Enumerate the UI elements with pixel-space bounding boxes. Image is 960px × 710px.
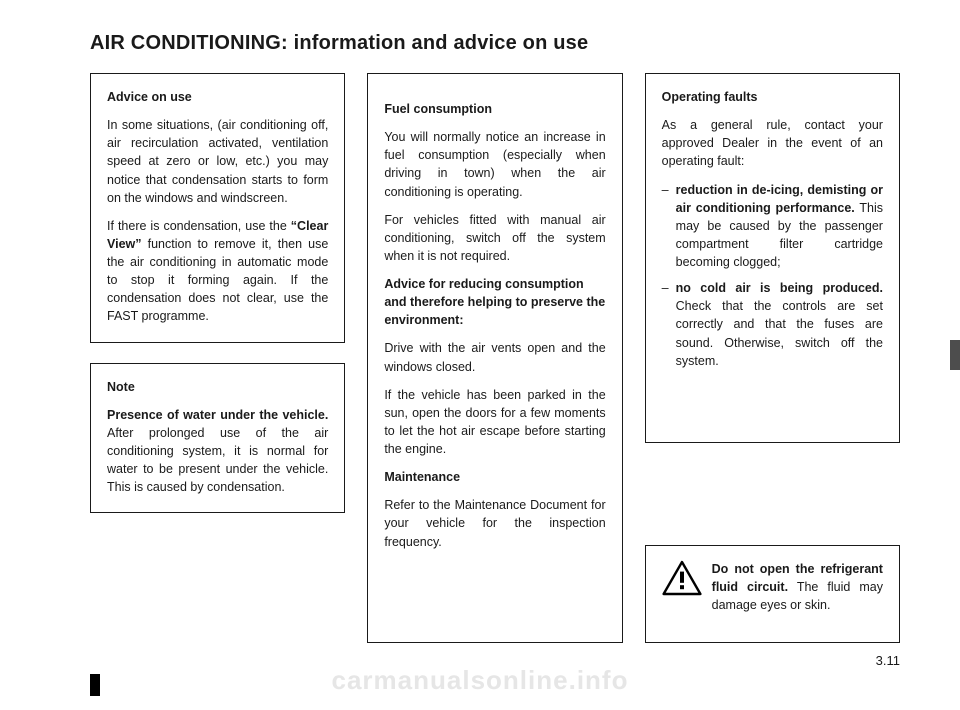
reduce-p2: If the vehicle has been parked in the su… [384,386,605,459]
fault-item: – reduction in de-icing, demisting or ai… [662,181,883,272]
dash-icon: – [662,279,676,370]
faults-box: Operating faults As a general rule, cont… [645,73,900,443]
fuel-p1: You will normally notice an increase in … [384,128,605,201]
page-title: AIR CONDITIONING: information and advice… [90,32,900,55]
maint-p1: Refer to the Maintenance Document for yo… [384,496,605,550]
maint-heading: Maintenance [384,468,605,486]
advice-p2a: If there is condensation, use the [107,219,291,233]
page-number: 3.11 [876,653,900,668]
manual-page: AIR CONDITIONING: information and advice… [0,0,960,710]
content-columns: Advice on use In some situations, (air c… [90,73,900,643]
note-p1: Presence of water under the vehicle. Aft… [107,406,328,497]
section-tab [950,340,960,370]
fault-rest: Check that the controls are set correctl… [676,299,883,367]
faults-heading: Operating faults [662,88,883,106]
column-2: Fuel consumption You will normally notic… [367,73,622,643]
fault-bold: reduction in de-icing, demisting or air … [676,183,883,215]
warning-text: Do not open the refrigerant fluid circui… [712,560,883,614]
watermark: carmanualsonline.info [0,665,960,696]
fault-text: no cold air is being produced. Check tha… [676,279,883,370]
note-p1a: Presence of water under the vehicle. [107,408,328,422]
reduce-heading: Advice for reducing consumption and ther… [384,275,605,329]
fuel-heading: Fuel consumption [384,100,605,118]
fault-item: – no cold air is being produced. Check t… [662,279,883,370]
faults-list: – reduction in de-icing, demisting or ai… [662,181,883,370]
note-p1b: After prolonged use of the air condition… [107,426,328,494]
fault-text: reduction in de-icing, demisting or air … [676,181,883,272]
warning-icon [662,560,702,596]
advice-on-use-box: Advice on use In some situations, (air c… [90,73,345,343]
reduce-p1: Drive with the air vents open and the wi… [384,339,605,375]
faults-p1: As a general rule, contact your approved… [662,116,883,170]
dash-icon: – [662,181,676,272]
column-3: Operating faults As a general rule, cont… [645,73,900,643]
advice-p2: If there is condensation, use the “Clear… [107,217,328,326]
advice-heading: Advice on use [107,88,328,106]
column-1: Advice on use In some situations, (air c… [90,73,345,643]
fuel-box: Fuel consumption You will normally notic… [367,73,622,643]
note-box: Note Presence of water under the vehicle… [90,363,345,514]
fault-bold: no cold air is being produced. [676,281,883,295]
note-heading: Note [107,378,328,396]
warning-box: Do not open the refrigerant fluid circui… [645,545,900,643]
advice-p1: In some situations, (air conditioning of… [107,116,328,207]
footer-marker [90,674,100,696]
fuel-p2: For vehicles fitted with manual air cond… [384,211,605,265]
